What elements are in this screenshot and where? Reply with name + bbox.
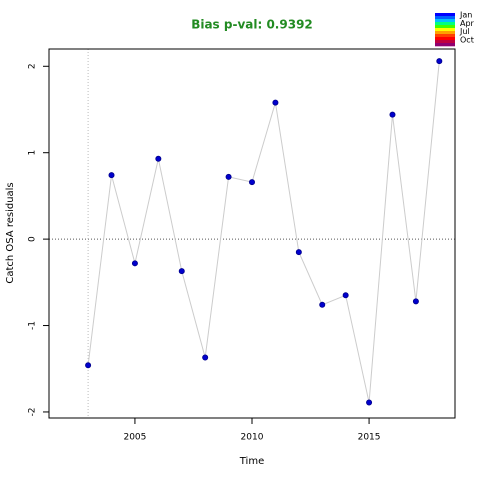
point [436, 58, 443, 65]
series-line [87, 61, 440, 403]
legend-swatch [435, 25, 455, 29]
legend-swatch [435, 31, 455, 35]
point [131, 260, 138, 267]
point [155, 155, 162, 162]
y-axis-label: Catch OSA residuals [5, 182, 16, 283]
y-tick-label: 0 [28, 236, 38, 242]
point [248, 179, 255, 186]
y-tick-label: 2 [28, 63, 38, 69]
legend-swatch [435, 43, 455, 47]
y-tick-label: -2 [28, 407, 38, 416]
point [412, 298, 419, 305]
chart-title: Bias p-val: 0.9392 [191, 18, 313, 32]
point [295, 249, 302, 256]
point [342, 292, 349, 299]
point [272, 99, 279, 106]
point [319, 301, 326, 308]
plot-frame [48, 48, 456, 419]
legend-swatch [435, 28, 455, 32]
legend-label: Jul [459, 27, 470, 36]
legend-label: Jan [459, 11, 472, 20]
point [202, 354, 209, 361]
legend-swatch [435, 22, 455, 26]
point [178, 268, 185, 275]
point [389, 111, 396, 118]
legend-label: Apr [460, 19, 475, 28]
legend-swatch [435, 34, 455, 38]
legend-swatch [435, 13, 455, 17]
point [108, 172, 115, 179]
point [85, 362, 92, 369]
y-tick-label: 1 [28, 150, 38, 156]
x-tick-label: 2010 [241, 433, 264, 443]
legend-label: Oct [460, 35, 474, 44]
legend-swatch [435, 40, 455, 44]
point [225, 173, 232, 180]
x-tick-label: 2015 [358, 433, 381, 443]
y-tick-label: -1 [28, 321, 38, 330]
point [366, 399, 373, 406]
legend-swatch [435, 16, 455, 20]
legend-swatch [435, 19, 455, 23]
x-axis-label: Time [239, 456, 264, 467]
x-tick-label: 2005 [123, 433, 146, 443]
legend-swatch [435, 37, 455, 41]
